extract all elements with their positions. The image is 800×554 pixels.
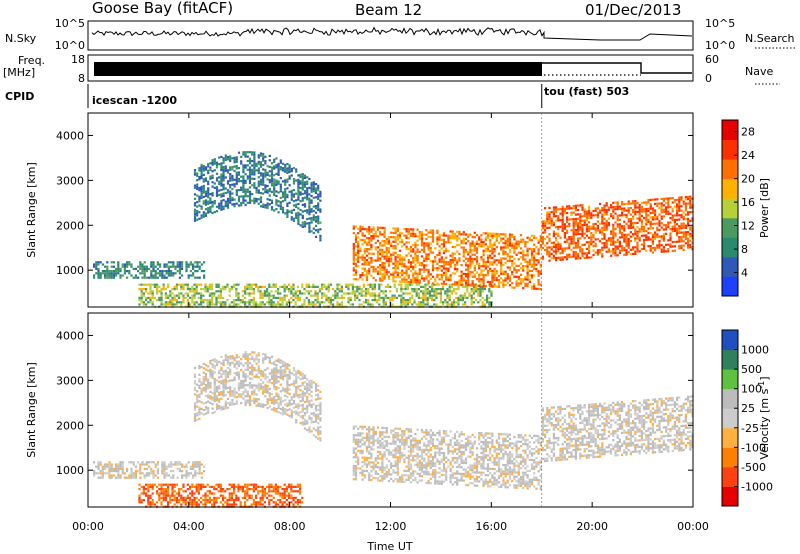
- power-colorbar-segment: [722, 178, 738, 199]
- power-colorbar-segment: [722, 198, 738, 219]
- power-echo-regions: [93, 151, 694, 308]
- power-colorbar-segment: [722, 237, 738, 258]
- y-tick-label: 2000: [56, 219, 84, 232]
- echo-region: [138, 483, 304, 508]
- nsky-tick-bottom: 10^0: [55, 39, 85, 52]
- echo-region: [541, 195, 694, 262]
- velocity-colorbar-tick: -25: [741, 422, 759, 435]
- power-colorbar-tick: 16: [741, 196, 755, 209]
- velocity-yaxis: 1000 2000 3000 4000: [56, 329, 693, 477]
- power-colorbar-segment: [722, 120, 738, 141]
- power-colorbar-tick: 28: [741, 126, 755, 139]
- velocity-colorbar-tick: -500: [741, 461, 766, 474]
- freq-trace: [94, 62, 542, 76]
- station-title: Goose Bay (fitACF): [92, 0, 233, 17]
- time-axis: 00:00 04:00 08:00 12:00 16:00 20:00 00:00: [72, 113, 709, 533]
- power-colorbar-tick: 4: [741, 267, 748, 280]
- velocity-colorbar-tick: 500: [741, 363, 762, 376]
- power-colorbar-label: Power [dB]: [758, 178, 771, 238]
- echo-region: [93, 261, 206, 279]
- velocity-panel: 1000 2000 3000 4000 00:00 04:00 08:00 12:00 16:…: [56, 113, 709, 533]
- echo-region: [193, 151, 322, 242]
- freq-panel: [87, 54, 694, 82]
- nsky-trace: [91, 26, 693, 41]
- power-colorbar-tick: 20: [741, 173, 755, 186]
- beam-title: Beam 12: [355, 1, 422, 19]
- x-tick-label: 20:00: [576, 520, 608, 533]
- freq-unit-label: [MHz]: [3, 66, 35, 79]
- echo-region: [352, 425, 542, 491]
- y-tick-label: 3000: [56, 174, 84, 187]
- power-colorbar-segment: [722, 256, 738, 277]
- echo-region: [541, 395, 694, 463]
- nsky-panel: [87, 20, 694, 51]
- velocity-colorbar-segment: [722, 408, 738, 429]
- power-colorbar-tick: 24: [741, 149, 755, 162]
- power-panel: 1000 2000 3000 4000: [56, 112, 694, 308]
- power-colorbar-segment: [722, 217, 738, 238]
- velocity-colorbar-segment: [722, 369, 738, 390]
- power-colorbar-segment: [722, 159, 738, 180]
- velocity-colorbar-tick: -1000: [741, 480, 773, 493]
- velocity-colorbar-segment: [722, 486, 738, 507]
- x-tick-label: 08:00: [274, 520, 306, 533]
- velocity-colorbar-tick: 100: [741, 383, 762, 396]
- velocity-colorbar-tick: 1000: [741, 344, 769, 357]
- cpid-label: CPID: [5, 90, 34, 103]
- x-tick-label: 16:00: [475, 520, 507, 533]
- echo-region: [193, 351, 322, 442]
- power-colorbar-tick: 12: [741, 220, 755, 233]
- velocity-colorbar-segment: [722, 330, 738, 351]
- echo-region: [93, 461, 206, 479]
- nsky-tick-top: 10^5: [55, 17, 85, 30]
- y-tick-label: 4000: [56, 329, 84, 342]
- freq-tick-bottom: 8: [78, 72, 85, 85]
- power-colorbar: 4 8 12 16 20 24 28: [721, 119, 755, 297]
- y-tick-label: 2000: [56, 419, 84, 432]
- velocity-colorbar-tick: 25: [741, 402, 755, 415]
- power-colorbar-segment: [722, 276, 738, 297]
- date-title: 01/Dec/2013: [585, 1, 681, 19]
- echo-region: [138, 283, 493, 308]
- nsky-label: N.Sky: [5, 32, 37, 45]
- velocity-colorbar-segment: [722, 447, 738, 468]
- velocity-colorbar-segment: [722, 427, 738, 448]
- freq-trace-late: [542, 62, 692, 74]
- time-axis-label: Time UT: [366, 540, 412, 553]
- y-tick-label: 1000: [56, 464, 84, 477]
- velocity-colorbar-segment: [722, 466, 738, 487]
- nave-label: Nave: [745, 65, 773, 78]
- velocity-colorbar-segment: [722, 388, 738, 409]
- nsearch-tick-bottom: 10^0: [705, 39, 735, 52]
- nsearch-tick-top: 10^5: [705, 17, 735, 30]
- x-tick-label: 12:00: [375, 520, 407, 533]
- nsearch-label: N.Search: [745, 32, 795, 45]
- power-colorbar-tick: 8: [741, 243, 748, 256]
- x-tick-label: 04:00: [173, 520, 205, 533]
- y-tick-label: 1000: [56, 264, 84, 277]
- nave-tick-top: 60: [705, 53, 719, 66]
- nave-tick-bottom: 0: [705, 72, 712, 85]
- velocity-ylabel: Slant Range [km]: [25, 362, 38, 458]
- power-colorbar-segment: [722, 139, 738, 160]
- freq-tick-top: 18: [71, 53, 85, 66]
- freq-label: Freq.: [18, 54, 45, 67]
- velocity-colorbar-label: Velocity [m s-1]: [757, 376, 772, 459]
- y-tick-label: 3000: [56, 374, 84, 387]
- x-tick-label: 00:00: [72, 520, 104, 533]
- velocity-colorbar-tick: -100: [741, 441, 766, 454]
- velocity-colorbar: 1000 500 100 25 -25 -100 -500 -1000: [721, 329, 773, 507]
- y-tick-label: 4000: [56, 129, 84, 142]
- velocity-colorbar-segment: [722, 349, 738, 370]
- power-yaxis: 1000 2000 3000 4000: [56, 129, 693, 277]
- power-ylabel: Slant Range [km]: [25, 162, 38, 258]
- cpid-segment-1: icescan -1200: [92, 94, 177, 107]
- x-tick-label: 00:00: [677, 520, 709, 533]
- echo-region: [352, 225, 542, 291]
- cpid-segment-2: tou (fast) 503: [544, 85, 629, 98]
- velocity-echo-regions: [93, 351, 694, 508]
